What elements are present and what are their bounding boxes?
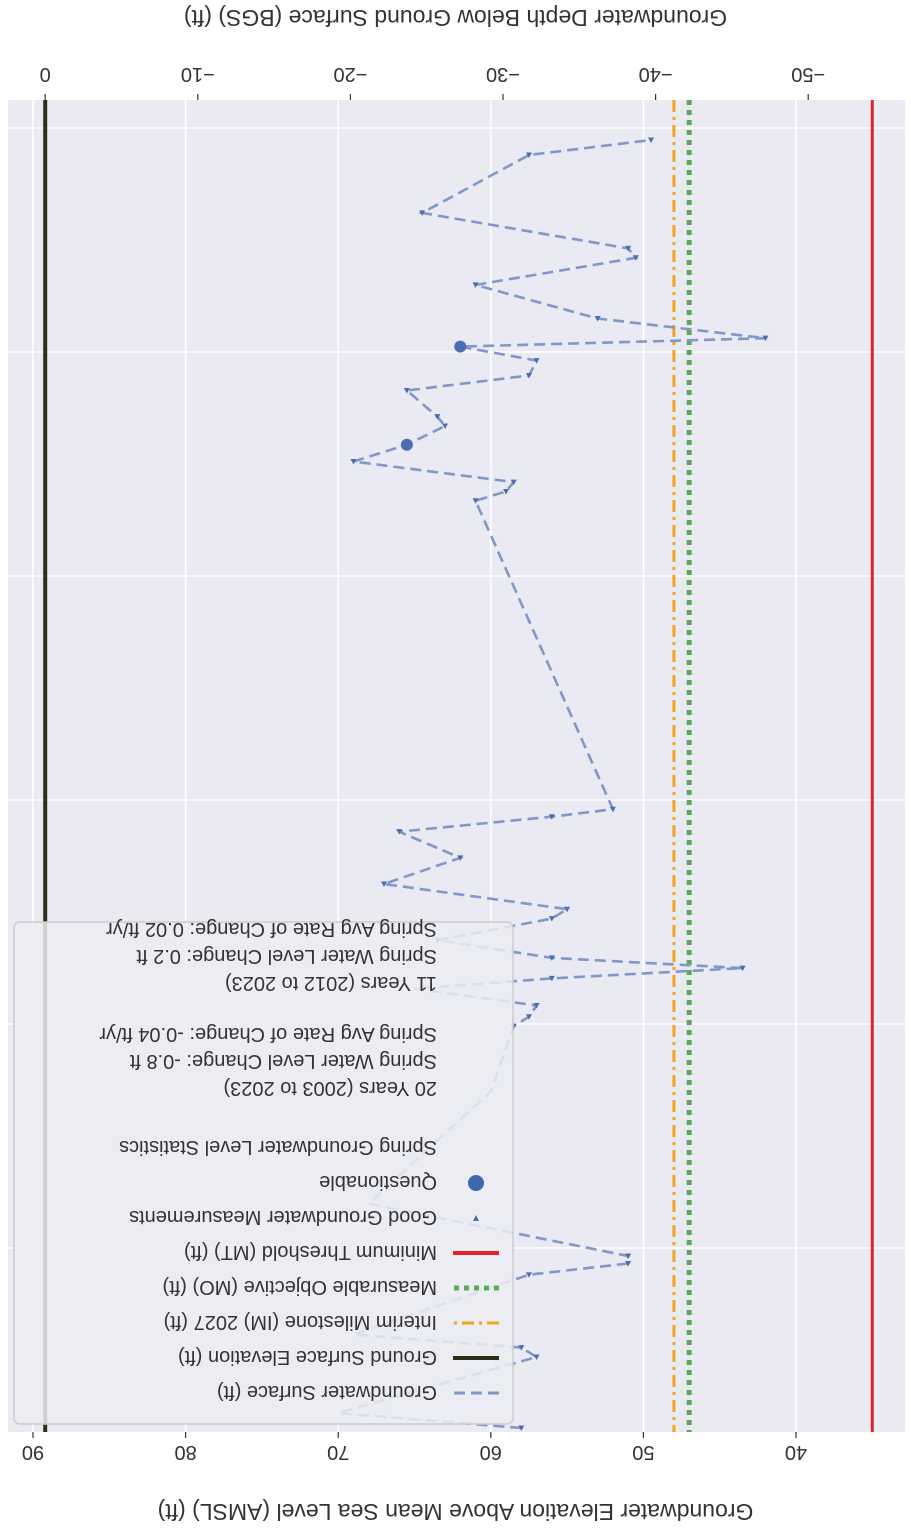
data-point-good	[548, 916, 555, 922]
data-point-good	[594, 316, 601, 322]
data-point-good	[648, 137, 655, 143]
data-point-good	[442, 423, 449, 430]
data-point-good	[525, 1014, 532, 1020]
data-point-good	[625, 1260, 632, 1267]
legend-stat-line: Spring Avg Rate of Change: 0.02 ft/yr	[106, 918, 437, 940]
data-point-good	[419, 210, 426, 216]
legend-label: Interim Milestone (IM) 2027 (ft)	[164, 1311, 437, 1333]
data-point-good	[403, 387, 410, 394]
primary-tick-label: 90	[22, 1441, 44, 1463]
legend-sample-questionable	[468, 1175, 484, 1191]
secondary-tick-label: −30	[486, 63, 520, 85]
data-point-questionable	[454, 340, 467, 353]
data-point-good	[533, 358, 540, 364]
data-point-good	[457, 855, 464, 861]
data-point-good	[518, 1345, 525, 1351]
data-point-good	[564, 906, 571, 913]
secondary-tick-label: 0	[40, 63, 51, 85]
data-point-good	[739, 965, 746, 972]
primary-tick-label: 50	[632, 1441, 654, 1463]
legend-label: Spring Groundwater Level Statistics	[119, 1136, 437, 1158]
primary-tick-label: 80	[174, 1441, 196, 1463]
legend-sample-good	[473, 1215, 479, 1221]
legend-stat-line: Spring Avg Rate of Change: -0.04 ft/yr	[99, 1023, 437, 1045]
legend-stat-line: 20 Years (2003 to 2023)	[223, 1077, 437, 1099]
data-point-good	[472, 498, 479, 504]
secondary-tick-label: −50	[791, 63, 825, 85]
chart-root: 90 80 70 60 50 40 0 −10 −20 −30 −40 −50 Groundwater …	[8, 5, 905, 1525]
data-point-good	[548, 975, 555, 982]
data-point-good	[525, 1272, 532, 1278]
primary-tick-label: 40	[785, 1441, 807, 1463]
legend-stat-line: Spring Water Level Change: -0.8 ft	[129, 1050, 437, 1072]
data-point-good	[510, 479, 517, 486]
legend-label: Groundwater Surface (ft)	[217, 1381, 437, 1403]
data-point-good	[472, 282, 479, 288]
secondary-tick-label: −20	[333, 63, 367, 85]
data-point-good	[609, 806, 616, 813]
data-point-good	[380, 881, 387, 888]
legend-stat-line: 11 Years (2012 to 2023)	[225, 972, 437, 994]
data-point-good	[548, 814, 555, 820]
primary-tick-label: 70	[327, 1441, 349, 1463]
data-point-good	[350, 459, 357, 465]
legend-stat-line: Spring Water Level Change: 0.2 ft	[136, 945, 437, 967]
data-point-good	[762, 335, 769, 342]
series-line	[337, 138, 766, 1430]
legend-label: Minimum Threshold (MT) (ft)	[184, 1241, 437, 1263]
data-point-good	[632, 255, 639, 261]
primary-tick-label: 60	[480, 1441, 502, 1463]
data-point-good	[503, 488, 510, 495]
data-point-good	[434, 414, 441, 420]
primary-axis-title: Groundwater Elevation Above Mean Sea Lev…	[158, 1499, 754, 1525]
data-point-good	[625, 245, 632, 252]
legend-label: Ground Surface Elevation (ft)	[178, 1346, 437, 1368]
legend-label: Measurable Objective (MO) (ft)	[162, 1276, 437, 1298]
data-point-good	[396, 829, 403, 835]
data-point-good	[533, 1003, 540, 1009]
data-point-good	[525, 373, 532, 379]
data-point-good	[533, 1354, 540, 1360]
legend: Groundwater Surface (ft) Ground Surface E…	[13, 918, 514, 1425]
data-point-good	[525, 152, 532, 158]
secondary-tick-label: −10	[181, 63, 215, 85]
secondary-axis-title: Groundwater Depth Below Ground Surface (…	[184, 5, 727, 31]
data-point-questionable	[400, 438, 413, 451]
data-point-good	[518, 1425, 525, 1431]
legend-label: Questionable	[319, 1171, 437, 1193]
secondary-tick-label: −40	[639, 63, 673, 85]
legend-label: Good Groundwater Measurements	[129, 1206, 437, 1228]
data-point-good	[548, 955, 555, 961]
data-point-good	[625, 1253, 632, 1260]
legend-box	[13, 921, 514, 1425]
